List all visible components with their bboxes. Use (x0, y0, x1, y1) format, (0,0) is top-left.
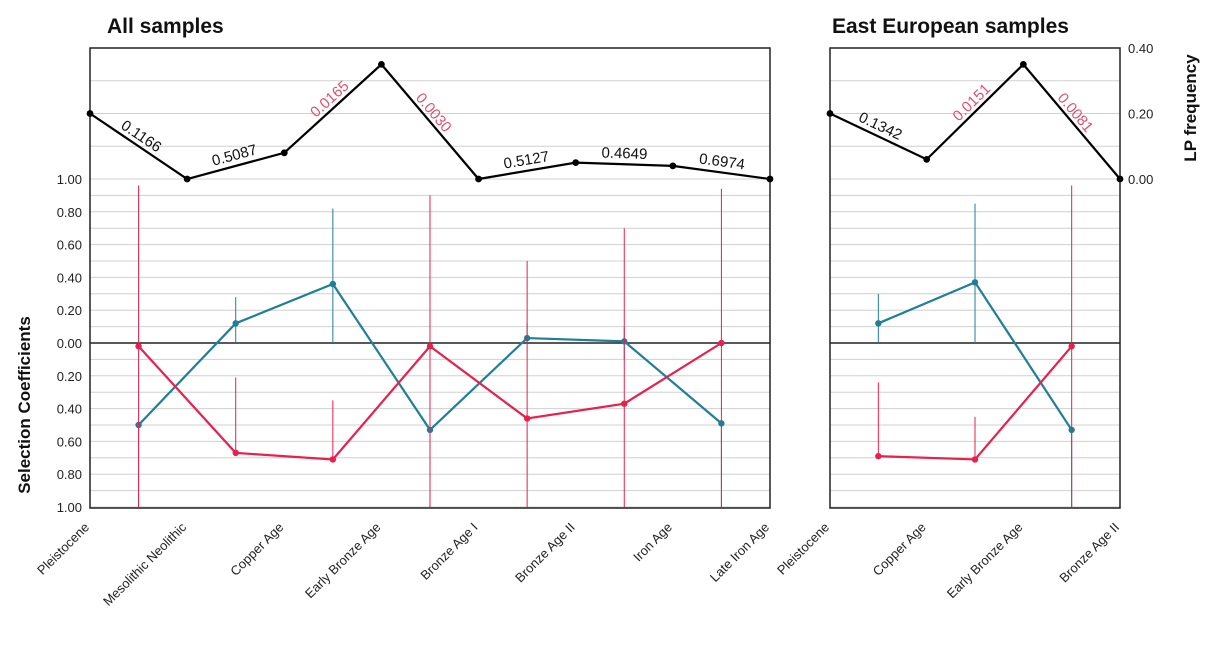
right-chart-title: East European samples (832, 15, 1069, 38)
lp-frequency-line (89, 62, 771, 181)
red-point (523, 415, 531, 422)
y-tick-label: 0.60 (57, 434, 82, 449)
x-tick-label: Early Bronze Age (302, 520, 384, 602)
y-tick-label: 1.00 (57, 500, 82, 515)
plot-frame (89, 47, 771, 509)
right-y-axis-label: LP frequency (1181, 54, 1200, 162)
x-tick-label: Bronze Age II (1056, 520, 1122, 586)
lp-frequency-line (829, 62, 1121, 180)
lp-tick-label: 0.20 (1128, 107, 1153, 122)
lp-frequency-point (86, 110, 94, 117)
y-tick-label: 0.80 (57, 467, 82, 482)
p-value-label: 0.0151 (950, 81, 995, 125)
red-point (329, 456, 337, 463)
x-tick-label: Iron Age (630, 520, 675, 565)
y-tick-label: 0.20 (57, 369, 82, 384)
p-value-label: 0.0081 (1054, 90, 1097, 136)
lp-frequency-point (475, 175, 482, 183)
teal-point (971, 279, 979, 286)
y-tick-label: 1.00 (57, 172, 82, 187)
x-tick-label: Mesolithic Neolithic (100, 519, 190, 609)
p-value-label: 0.0030 (412, 90, 455, 136)
red-point (232, 449, 239, 457)
y-tick-label: 0.00 (57, 336, 82, 351)
left-chart-title: All samples (107, 15, 224, 38)
x-tick-label: Pleistocene (774, 520, 832, 578)
lp-tick-label: 0.00 (1128, 172, 1153, 187)
lp-frequency-point (280, 149, 288, 157)
x-tick-label: Bronze Age I (417, 520, 480, 583)
y-tick-label: 0.20 (57, 303, 82, 318)
lp-frequency-point (669, 162, 677, 170)
lp-frequency-point (1116, 175, 1124, 183)
p-value-label: 0.1342 (856, 109, 905, 144)
teal-point (875, 320, 882, 327)
lp-frequency-point (826, 110, 834, 117)
lp-frequency-point (923, 155, 931, 163)
red-point (971, 456, 979, 463)
x-tick-label: Bronze Age II (512, 520, 578, 586)
y-tick-label: 0.40 (57, 270, 82, 285)
x-tick-label: Copper Age (870, 520, 929, 579)
lp-frequency-point (572, 159, 580, 167)
red-point (875, 452, 882, 460)
red-point (718, 339, 725, 347)
red-point (621, 400, 628, 407)
red-point (426, 343, 434, 350)
lp-tick-label: 0.40 (1128, 41, 1153, 56)
y-tick-label: 0.80 (57, 205, 82, 220)
lp-frequency-point (183, 175, 191, 183)
x-tick-label: Late Iron Age (707, 520, 772, 585)
plot-frame (829, 47, 1121, 509)
all-samples-panel: 1.00 0.80 0.60 0.40 0.20 0.00 0.20 0.40 0.60 0.80… (34, 47, 774, 609)
left-y-axis-label: Selection Coefficients (15, 316, 34, 494)
red-point (135, 343, 142, 350)
p-value-label: 0.0165 (307, 78, 352, 121)
lp-frequency-point (378, 60, 385, 68)
y-tick-label: 0.60 (57, 238, 82, 253)
y-tick-label: 0.40 (57, 402, 82, 417)
lp-frequency-point (766, 175, 774, 183)
p-value-label: 0.6974 (698, 150, 746, 173)
teal-point (329, 280, 337, 288)
x-tick-label: Copper Age (227, 520, 286, 579)
x-tick-label: Pleistocene (34, 520, 92, 578)
red-point (1068, 343, 1075, 350)
p-value-label: 0.4649 (601, 145, 647, 164)
teal-point (232, 320, 239, 327)
east-european-panel: 0.40 0.20 0.00 Pleistocene Copper Age Early B… (774, 41, 1153, 601)
lp-frequency-point (1019, 60, 1027, 68)
x-tick-label: Early Bronze Age (944, 520, 1026, 602)
